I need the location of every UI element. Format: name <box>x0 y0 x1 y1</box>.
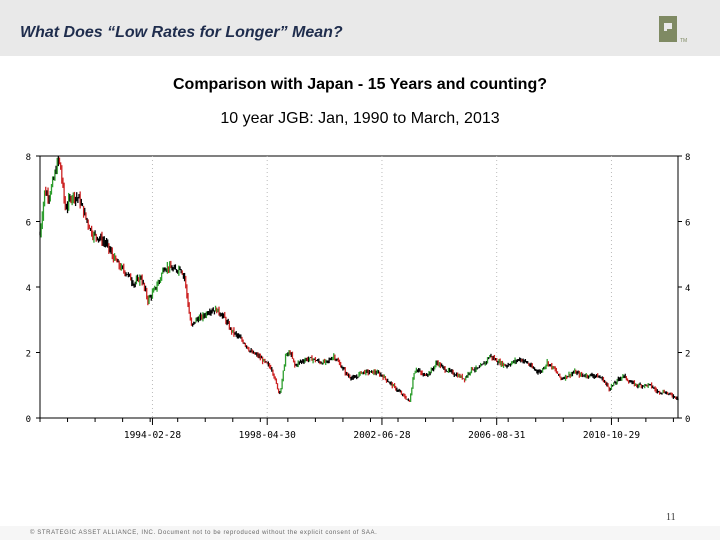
y-tick-label-left: 0 <box>26 415 31 425</box>
y-tick-label-right: 6 <box>685 219 690 229</box>
y-tick-label-left: 4 <box>26 284 31 294</box>
y-tick-label-right: 4 <box>685 284 690 294</box>
footer-band <box>0 526 720 540</box>
page-number: 11 <box>666 512 676 523</box>
header-band <box>0 0 720 56</box>
slide-title: What Does “Low Rates for Longer” Mean? <box>20 24 343 41</box>
y-tick-label-left: 2 <box>26 350 31 360</box>
jgb-yield-chart: 0 0 2 2 4 4 6 6 8 8 1994-02-28 1998-04-30 2002-06-28… <box>26 153 691 441</box>
y-tick-label-left: 8 <box>26 153 31 163</box>
copyright-footer: © STRATEGIC ASSET ALLIANCE, INC. Documen… <box>30 530 378 536</box>
svg-text:TM: TM <box>680 38 687 44</box>
x-tick-label: 1998-04-30 <box>239 430 296 441</box>
y-tick-label-right: 2 <box>685 350 690 360</box>
chart-heading-main: Comparison with Japan - 15 Years and cou… <box>173 76 547 93</box>
chart-heading-sub: 10 year JGB: Jan, 1990 to March, 2013 <box>220 110 500 127</box>
x-tick-label: 2002-06-28 <box>353 430 410 441</box>
saa-logo-icon: TM <box>659 16 687 44</box>
y-tick-label-right: 0 <box>685 415 690 425</box>
x-tick-label: 1994-02-28 <box>124 430 181 441</box>
x-tick-label: 2010-10-29 <box>583 430 640 441</box>
x-tick-label: 2006-08-31 <box>468 430 525 441</box>
y-tick-label-left: 6 <box>26 219 31 229</box>
y-tick-label-right: 8 <box>685 153 690 163</box>
